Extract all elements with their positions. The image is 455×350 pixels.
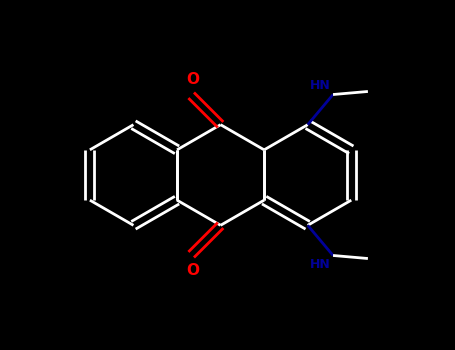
Text: O: O [186, 72, 199, 88]
Text: HN: HN [310, 79, 330, 92]
Text: O: O [186, 262, 199, 278]
Text: HN: HN [310, 258, 330, 271]
